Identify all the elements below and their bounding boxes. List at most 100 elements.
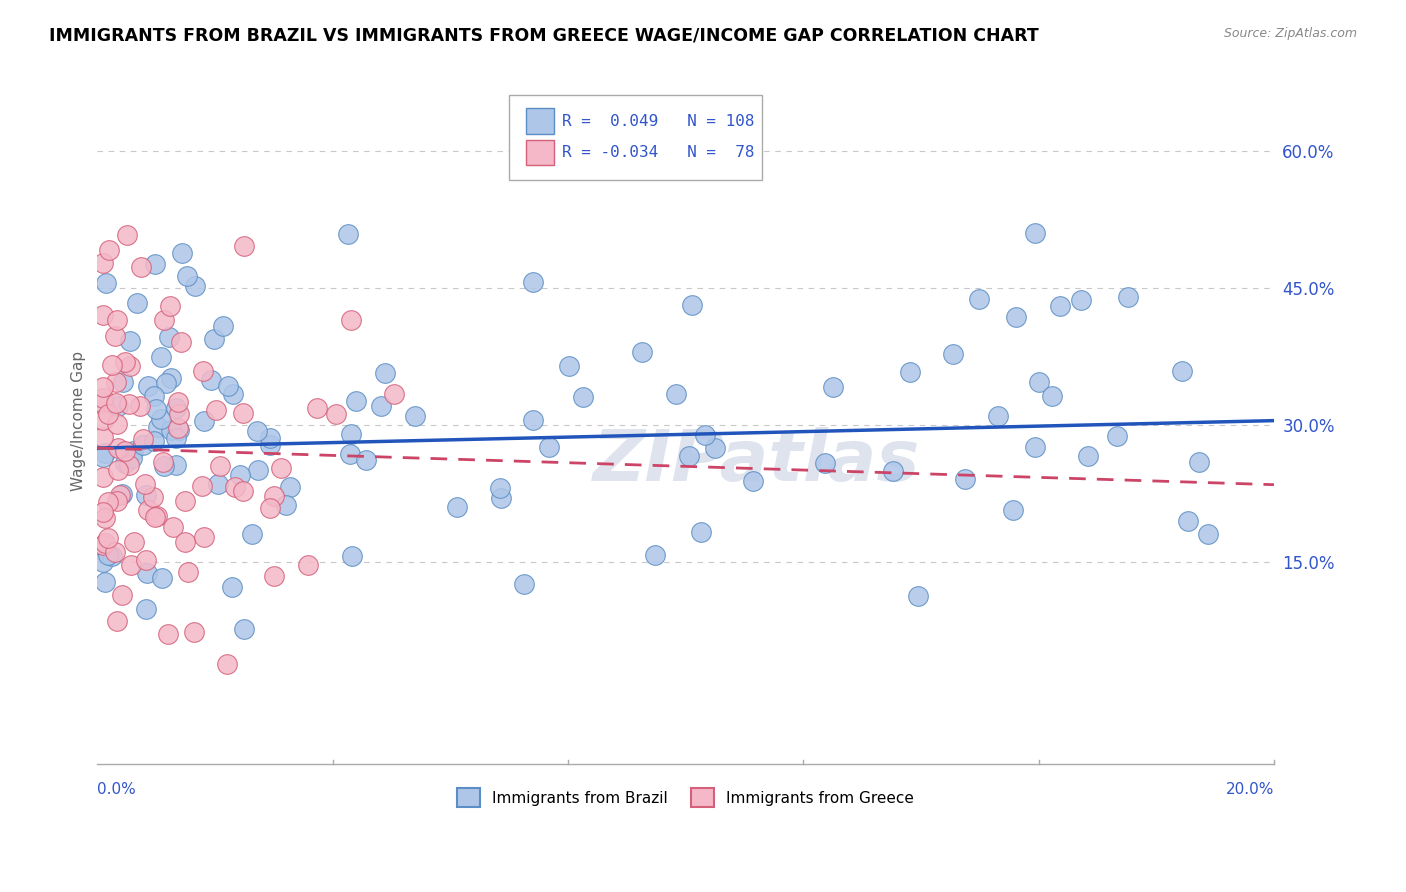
Point (145, 402, 167, 417)
Point (537, 440, 560, 454)
FancyBboxPatch shape (509, 95, 762, 180)
Point (693, 427, 716, 442)
Point (967, 292, 990, 306)
Point (215, 657, 238, 672)
Point (233, 622, 256, 636)
Point (101, 358, 124, 372)
Point (898, 365, 921, 379)
FancyBboxPatch shape (526, 140, 554, 165)
Point (278, 480, 301, 494)
Point (117, 228, 139, 243)
Point (153, 458, 176, 473)
Point (148, 420, 170, 434)
Point (704, 442, 727, 456)
Point (193, 414, 215, 428)
Point (105, 417, 128, 431)
Point (259, 438, 281, 452)
Point (91, 413, 114, 427)
Point (93, 510, 115, 524)
Point (1049, 299, 1071, 313)
Point (240, 527, 263, 541)
Point (370, 399, 392, 413)
Point (217, 379, 239, 393)
Point (681, 298, 703, 312)
Point (821, 380, 844, 394)
Point (221, 580, 243, 594)
Point (1024, 440, 1046, 454)
Point (97, 495, 120, 509)
Point (246, 424, 269, 438)
Point (114, 444, 136, 458)
Point (356, 452, 378, 467)
Point (135, 552, 157, 566)
Point (382, 387, 405, 401)
Point (307, 401, 329, 415)
Point (111, 375, 134, 389)
Point (690, 525, 713, 540)
Point (224, 480, 246, 494)
Point (557, 359, 579, 373)
Point (1070, 293, 1092, 307)
Point (344, 393, 367, 408)
Point (942, 347, 965, 361)
Point (94, 575, 117, 590)
Point (522, 413, 544, 427)
Point (134, 476, 156, 491)
Point (145, 508, 167, 523)
Point (104, 545, 127, 559)
Point (170, 246, 193, 260)
Point (446, 500, 468, 515)
Point (150, 350, 173, 364)
Point (114, 354, 136, 368)
Point (91, 380, 114, 394)
Point (135, 488, 157, 502)
Point (953, 472, 976, 486)
Point (94, 276, 117, 290)
Point (118, 397, 141, 411)
Point (136, 379, 159, 393)
Point (1188, 455, 1211, 469)
Point (513, 577, 536, 591)
Point (263, 569, 285, 583)
Point (678, 449, 700, 463)
Point (162, 520, 184, 534)
Point (159, 299, 181, 313)
Point (122, 443, 145, 458)
Point (91, 450, 114, 464)
Point (160, 423, 183, 437)
Point (97, 548, 120, 562)
Point (142, 490, 165, 504)
Point (152, 455, 174, 469)
Point (120, 558, 142, 572)
Point (91, 391, 114, 405)
Point (174, 535, 197, 549)
Text: R =  0.049   N = 108: R = 0.049 N = 108 (562, 114, 755, 128)
Point (91, 255, 114, 269)
Point (122, 534, 145, 549)
Point (814, 456, 837, 470)
Point (340, 313, 363, 327)
Point (571, 390, 593, 404)
Point (105, 395, 128, 409)
Point (121, 451, 143, 466)
Point (1001, 503, 1024, 517)
Text: Source: ZipAtlas.com: Source: ZipAtlas.com (1223, 27, 1357, 40)
Point (132, 432, 155, 446)
Text: ZIPatlas: ZIPatlas (592, 427, 920, 496)
Point (136, 502, 159, 516)
Point (340, 426, 363, 441)
Point (91, 430, 114, 444)
Point (232, 484, 254, 499)
Y-axis label: Wage/Income Gap: Wage/Income Gap (72, 351, 86, 491)
Point (142, 389, 165, 403)
Point (207, 477, 229, 491)
Point (339, 447, 361, 461)
Point (94, 536, 117, 550)
Point (114, 457, 136, 471)
Point (105, 493, 128, 508)
Point (156, 627, 179, 641)
Point (155, 376, 177, 391)
Point (741, 474, 763, 488)
Point (167, 423, 190, 437)
Point (152, 571, 174, 585)
